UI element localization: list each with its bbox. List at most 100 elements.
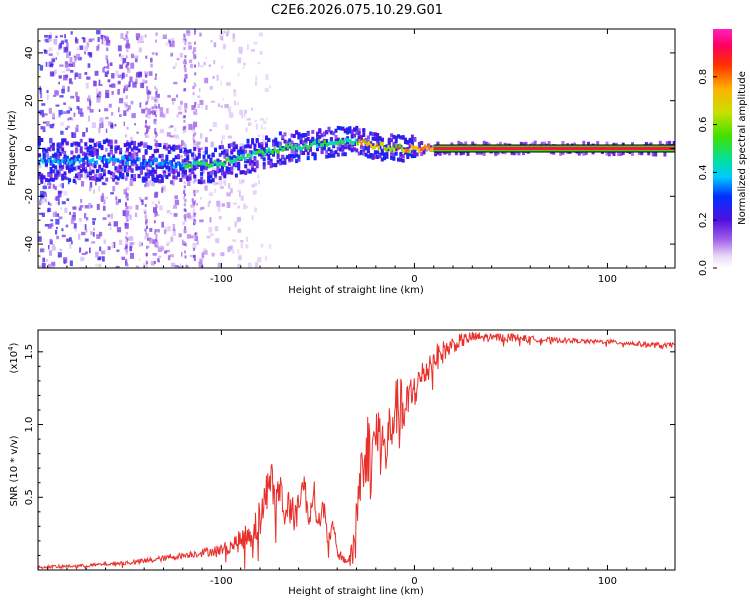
spectrum-cell — [119, 147, 123, 152]
spectrum-cell — [248, 159, 252, 164]
spectrum-cell — [302, 133, 306, 137]
spectrum-cell — [336, 137, 340, 142]
spectrum-cell — [596, 141, 600, 146]
spectrum-cell — [172, 157, 176, 162]
noise-cell — [119, 239, 123, 245]
noise-cell — [181, 252, 183, 257]
noise-cell — [62, 111, 67, 114]
spectrum-cell — [237, 163, 241, 168]
noise-cell — [66, 42, 69, 48]
noise-cell — [81, 181, 85, 187]
noise-cell — [231, 153, 234, 157]
spectrum-cell — [156, 142, 160, 147]
spectrum-cell — [253, 161, 257, 166]
noise-cell — [155, 229, 157, 232]
noise-cell — [184, 226, 187, 230]
noise-cell — [146, 261, 149, 265]
noise-cell — [198, 87, 201, 93]
spectrum-cell — [184, 164, 187, 169]
noise-cell — [130, 242, 135, 245]
spectrum-cell — [278, 158, 282, 163]
noise-cell — [194, 84, 197, 88]
noise-cell — [48, 53, 53, 56]
noise-cell — [92, 221, 95, 225]
noise-cell — [247, 262, 252, 268]
noise-cell — [153, 207, 157, 213]
noise-cell — [169, 41, 172, 47]
noise-cell — [184, 153, 187, 157]
noise-cell — [155, 134, 157, 138]
noise-cell — [161, 187, 164, 193]
noise-cell — [207, 201, 210, 208]
noise-cell — [40, 194, 45, 200]
noise-cell — [43, 193, 47, 198]
spectrum-cell — [72, 157, 76, 162]
spectrum-cell — [417, 144, 421, 149]
snr-panel: -100 0 100 0.51.01.5 Height of straight li… — [7, 329, 676, 597]
spectrum-cell — [304, 142, 307, 147]
spectrum-cell — [119, 173, 123, 178]
spectrum-cell — [319, 143, 322, 148]
spectrum-cell — [279, 144, 282, 149]
spectrum-cell — [135, 146, 139, 151]
noise-cell — [107, 246, 111, 250]
spectrum-cell — [304, 147, 308, 152]
spectrum-cell — [290, 153, 294, 158]
spectrum-cell — [137, 174, 141, 178]
spectrum-cell — [457, 140, 461, 145]
spectrum-cell — [153, 169, 157, 174]
noise-cell — [69, 107, 73, 111]
spectrum-cell — [142, 178, 146, 183]
spectrum-cell — [153, 178, 157, 183]
spectrum-cell — [426, 146, 429, 151]
spectrum-cell — [188, 173, 192, 178]
spectrum-cell — [121, 161, 125, 166]
spectrum-cell — [420, 147, 423, 152]
noise-cell — [226, 202, 231, 208]
spectrum-cell — [98, 177, 102, 182]
spectrum-cell — [223, 154, 227, 159]
noise-cell — [183, 242, 186, 246]
spectrum-cell — [272, 142, 275, 147]
spectrum-cell — [272, 163, 275, 168]
noise-cell — [69, 243, 72, 249]
spectrum-cell — [93, 147, 97, 152]
noise-cell — [180, 100, 183, 105]
spectrum-cell — [183, 158, 187, 163]
spectrum-cell — [531, 142, 535, 147]
noise-cell — [183, 189, 186, 193]
noise-cell — [146, 226, 148, 229]
spectrum-cell — [97, 155, 100, 160]
spectrum-cell — [391, 146, 394, 151]
noise-cell — [150, 57, 153, 63]
noise-cell — [59, 248, 62, 251]
spectrum-cell — [126, 147, 129, 152]
spectrum-cell — [292, 146, 295, 151]
spectrum-cell — [334, 150, 338, 155]
noise-cell — [58, 216, 63, 220]
noise-cell — [123, 88, 125, 94]
spectrum-cell — [221, 165, 224, 170]
spectrum-cell — [232, 141, 236, 146]
noise-cell — [181, 140, 184, 146]
spectrum-cell — [236, 154, 239, 159]
noise-cell — [258, 180, 260, 185]
spectrum-cell — [339, 144, 343, 149]
noise-cell — [153, 111, 156, 115]
spectrum-cell — [665, 141, 669, 146]
spectrum-cell — [370, 143, 373, 148]
spectrum-cell — [325, 143, 328, 147]
spectrum-cell — [448, 151, 451, 156]
noise-cell — [55, 229, 58, 235]
noise-cell — [166, 132, 171, 137]
noise-cell — [194, 178, 197, 182]
noise-cell — [147, 134, 150, 139]
noise-cell — [183, 228, 187, 234]
spectrum-cell — [644, 142, 648, 147]
spectrum-cell — [99, 156, 102, 160]
noise-cell — [145, 233, 148, 237]
noise-cell — [115, 201, 119, 205]
noise-cell — [115, 196, 118, 201]
noise-cell — [209, 200, 211, 203]
noise-cell — [104, 71, 108, 77]
